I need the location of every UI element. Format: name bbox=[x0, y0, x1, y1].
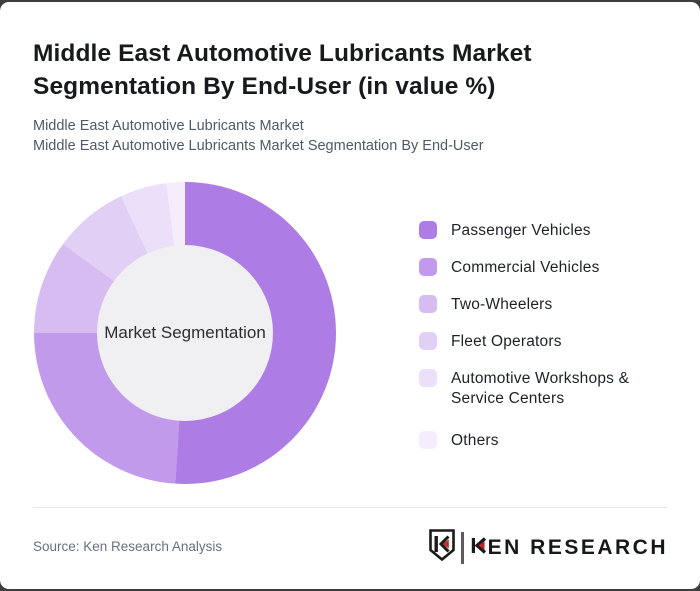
subtitle-line-2: Middle East Automotive Lubricants Market… bbox=[33, 138, 484, 154]
legend-swatch bbox=[419, 258, 437, 276]
legend-label: Others bbox=[451, 432, 499, 449]
ken-research-logo: EN RESEARCH bbox=[428, 529, 668, 566]
donut-center-label: Market Segmentation bbox=[104, 323, 266, 342]
legend-item: Others bbox=[419, 431, 669, 451]
legend-label: Automotive Workshops & Service Centers bbox=[451, 370, 630, 407]
legend-item: Fleet Operators bbox=[419, 332, 669, 352]
legend-item: Two-Wheelers bbox=[419, 295, 669, 315]
legend-label: Commercial Vehicles bbox=[451, 259, 600, 276]
page-title: Middle East Automotive Lubricants Market… bbox=[33, 40, 532, 100]
legend-item: Passenger Vehicles bbox=[419, 221, 669, 241]
legend-item: Commercial Vehicles bbox=[419, 258, 669, 278]
footer-divider bbox=[33, 507, 667, 508]
logo-divider-bar bbox=[460, 531, 464, 564]
legend-swatch bbox=[419, 221, 437, 239]
legend-swatch bbox=[419, 369, 437, 387]
subtitle-line-1: Middle East Automotive Lubricants Market bbox=[33, 118, 304, 134]
logo-k-glyph bbox=[471, 536, 488, 560]
logo-wordmark: EN RESEARCH bbox=[471, 536, 668, 560]
logo-shield-icon bbox=[428, 529, 455, 566]
logo-text-rest: EN RESEARCH bbox=[487, 535, 668, 559]
source-note: Source: Ken Research Analysis bbox=[33, 539, 223, 554]
donut-center: Market Segmentation bbox=[97, 245, 273, 421]
chart-subtitle: Middle East Automotive Lubricants Market… bbox=[33, 116, 484, 156]
legend-swatch bbox=[419, 332, 437, 350]
legend-swatch bbox=[419, 295, 437, 313]
legend-label: Passenger Vehicles bbox=[451, 222, 591, 239]
legend-swatch bbox=[419, 431, 437, 449]
legend-label: Two-Wheelers bbox=[451, 296, 553, 313]
donut-chart: Market Segmentation bbox=[34, 182, 336, 484]
legend-label: Fleet Operators bbox=[451, 333, 562, 350]
legend-item: Automotive Workshops & Service Centers bbox=[419, 369, 669, 409]
chart-legend: Passenger Vehicles Commercial Vehicles T… bbox=[419, 221, 669, 468]
